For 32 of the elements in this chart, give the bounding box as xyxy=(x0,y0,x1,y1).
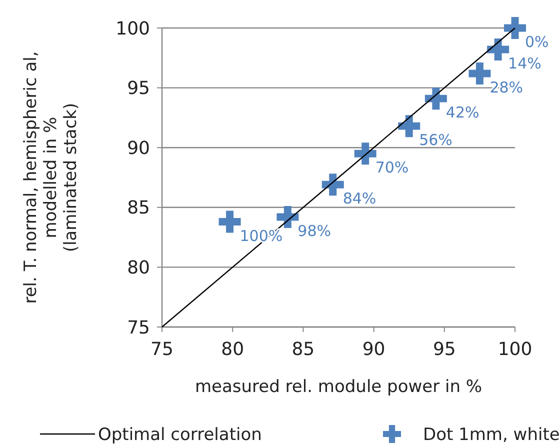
point xyxy=(424,88,447,110)
annotation: 70% xyxy=(375,158,409,177)
annotation: 42% xyxy=(446,104,480,122)
y-tick-label: 85 xyxy=(127,198,150,219)
point xyxy=(322,174,344,196)
point xyxy=(504,17,526,39)
y-tick-label: 90 xyxy=(127,138,150,159)
y-tick-label: 75 xyxy=(127,317,150,338)
point xyxy=(218,210,241,233)
y-tick-label: 95 xyxy=(127,78,150,100)
legend-label: Dot 1mm, white xyxy=(423,424,560,445)
point xyxy=(276,206,299,228)
annotation: 0% xyxy=(525,33,549,51)
x-tick-label: 90 xyxy=(362,339,386,360)
point xyxy=(487,38,510,61)
annotation: 84% xyxy=(342,190,376,208)
legend-label: Optimal correlation xyxy=(98,424,262,445)
annotation: 56% xyxy=(419,131,452,150)
x-tick-label: 80 xyxy=(221,339,244,360)
x-tick-label: 75 xyxy=(150,339,174,360)
x-tick-label: 95 xyxy=(432,339,456,360)
point xyxy=(398,115,420,138)
y-tick-label: 100 xyxy=(116,18,150,40)
x-axis-title: measured rel. module power in % xyxy=(194,377,482,397)
annotation: 98% xyxy=(298,222,332,240)
annotation: 14% xyxy=(508,54,542,73)
x-tick-label: 100 xyxy=(498,339,532,360)
point xyxy=(468,62,491,84)
y-axis-title: rel. T. normal, hemispheric al, modelled in % (laminated stack) xyxy=(21,51,81,304)
x-tick-label: 85 xyxy=(292,339,315,360)
y-tick-label: 80 xyxy=(127,258,150,278)
point xyxy=(354,142,376,165)
